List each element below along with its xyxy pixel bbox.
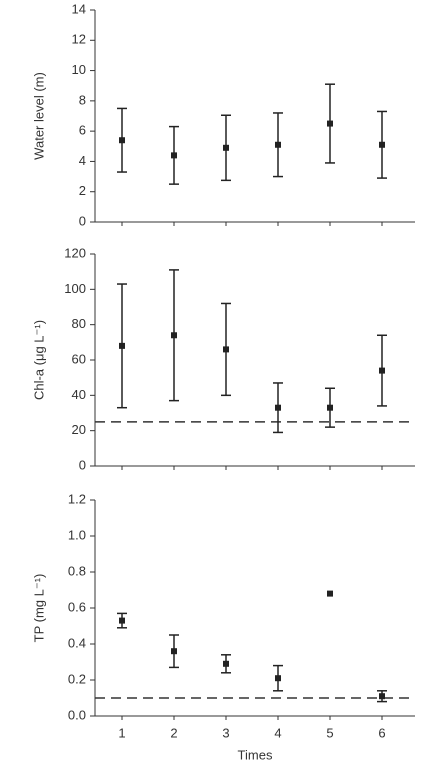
- y-axis-label: Water level (m): [31, 72, 46, 160]
- y-tick-label: 0.8: [68, 563, 86, 578]
- point: [327, 404, 333, 411]
- y-tick-label: 14: [72, 1, 86, 16]
- point: [171, 332, 177, 339]
- y-tick-label: 10: [72, 62, 86, 77]
- y-tick-label: 0.2: [68, 671, 86, 686]
- point: [171, 152, 177, 159]
- y-tick-label: 2: [79, 183, 86, 198]
- x-tick-label: 2: [170, 725, 177, 740]
- y-tick-label: 120: [64, 245, 86, 260]
- y-tick-label: 0: [79, 213, 86, 228]
- y-tick-label: 0.0: [68, 707, 86, 722]
- y-tick-label: 12: [72, 32, 86, 47]
- point: [223, 346, 229, 353]
- point: [119, 342, 125, 349]
- y-tick-label: 8: [79, 92, 86, 107]
- y-tick-label: 100: [64, 281, 86, 296]
- point: [275, 141, 281, 148]
- y-tick-label: 4: [79, 153, 86, 168]
- x-tick-label: 5: [326, 725, 333, 740]
- point: [223, 144, 229, 151]
- point: [379, 141, 385, 148]
- x-tick-label: 6: [378, 725, 385, 740]
- point: [223, 660, 229, 667]
- x-tick-label: 1: [118, 725, 125, 740]
- point: [327, 120, 333, 127]
- y-tick-label: 40: [72, 387, 86, 402]
- point: [275, 404, 281, 411]
- y-tick-label: 6: [79, 123, 86, 138]
- point: [379, 367, 385, 374]
- y-tick-label: 20: [72, 422, 86, 437]
- y-tick-label: 1.0: [68, 527, 86, 542]
- point: [379, 693, 385, 700]
- point: [275, 675, 281, 682]
- y-tick-label: 80: [72, 316, 86, 331]
- x-tick-label: 3: [222, 725, 229, 740]
- y-tick-label: 60: [72, 351, 86, 366]
- y-tick-label: 0: [79, 457, 86, 472]
- point: [327, 590, 333, 597]
- y-tick-label: 1.2: [68, 491, 86, 506]
- point: [119, 137, 125, 144]
- y-tick-label: 0.6: [68, 599, 86, 614]
- y-axis-label: TP (mg L⁻¹): [31, 574, 46, 643]
- x-tick-label: 4: [274, 725, 281, 740]
- point: [171, 648, 177, 655]
- point: [119, 617, 125, 624]
- y-axis-label: Chl-a (μg L⁻¹): [31, 320, 46, 400]
- x-axis-label: Times: [238, 747, 273, 762]
- y-tick-label: 0.4: [68, 635, 86, 650]
